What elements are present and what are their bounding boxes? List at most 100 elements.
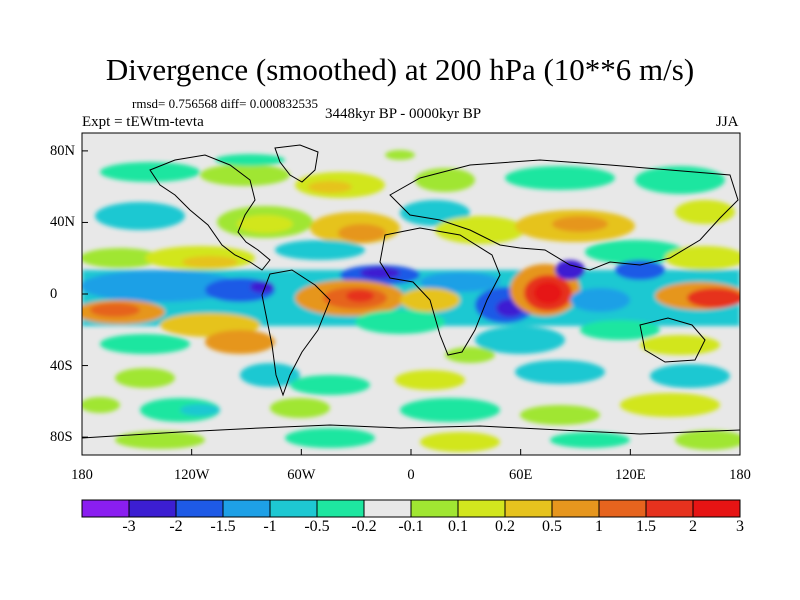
contour-blob xyxy=(355,310,445,334)
contour-blob xyxy=(555,260,585,280)
season-text: JJA xyxy=(716,114,739,130)
colorbar-swatch xyxy=(504,499,553,518)
contour-blob xyxy=(665,246,740,270)
colorbar-swatch xyxy=(363,499,412,518)
contour-blob xyxy=(115,431,205,449)
australia-coast xyxy=(639,317,706,363)
contour-blob xyxy=(82,248,160,268)
contour-blob xyxy=(420,272,500,292)
contour-blob xyxy=(100,334,190,354)
contour-blob xyxy=(346,290,374,302)
contour-blob xyxy=(250,281,274,293)
lon-tick-label: 120W xyxy=(173,467,210,483)
contour-blob xyxy=(180,404,220,416)
contour-blob xyxy=(687,288,740,308)
contour-blob xyxy=(100,162,200,182)
colorbar-label: -0.1 xyxy=(398,518,424,535)
contour-blob xyxy=(620,393,720,417)
colorbar-swatch xyxy=(598,499,647,518)
north-america-coast xyxy=(149,154,271,271)
colorbar-label: 2 xyxy=(689,518,697,535)
contour-blob xyxy=(182,256,238,268)
colorbar-swatch xyxy=(128,499,177,518)
contour-blob xyxy=(675,430,740,450)
lon-tick-label: 120E xyxy=(615,467,646,483)
lat-tick-label: 80N xyxy=(50,142,75,159)
antarctica-coast xyxy=(82,424,740,439)
colorbar-swatch xyxy=(551,499,600,518)
contour-blob xyxy=(635,166,725,194)
contour-blob xyxy=(205,330,275,354)
experiment-text: Expt = tEWtm-tevta xyxy=(82,114,204,130)
colorbar-label: 1 xyxy=(595,518,603,535)
colorbar-swatch xyxy=(175,499,224,518)
contour-blob xyxy=(338,224,386,242)
coastlines xyxy=(82,144,740,439)
colorbar-label: -1.5 xyxy=(210,518,236,535)
contour-blob xyxy=(285,428,375,448)
lat-tick-label: 40S xyxy=(50,357,73,374)
period-text: 3448kyr BP - 0000kyr BP xyxy=(325,106,482,122)
contour-blob xyxy=(200,164,290,186)
lon-tick-label: 60W xyxy=(287,467,316,483)
plot-title: Divergence (smoothed) at 200 hPa (10**6 … xyxy=(105,52,695,87)
colorbar-label: 1.5 xyxy=(636,518,656,535)
lon-tick-label: 0 xyxy=(407,467,415,483)
contour-blob xyxy=(615,260,665,280)
stats-text: rmsd= 0.756568 diff= 0.000832535 xyxy=(132,96,318,111)
contour-blob xyxy=(420,432,500,452)
contour-blob xyxy=(395,370,465,390)
contour-blob xyxy=(115,368,175,388)
colorbar-label: 0.5 xyxy=(542,518,562,535)
contour-blob xyxy=(237,215,293,233)
contour-blob xyxy=(90,303,140,317)
contour-blob xyxy=(82,270,240,302)
colorbar-swatch xyxy=(222,499,271,518)
lat-tick-label: 0 xyxy=(50,286,58,302)
colorbar-label: -0.2 xyxy=(351,518,377,535)
contour-blob xyxy=(435,216,525,244)
contour-blob xyxy=(400,398,500,422)
colorbar-swatch xyxy=(457,499,506,518)
africa-coast xyxy=(379,227,501,356)
contour-blob xyxy=(270,398,330,418)
contour-blob xyxy=(308,181,352,193)
colorbar-label: 0.1 xyxy=(448,518,468,535)
colorbar xyxy=(81,499,741,518)
contour-blob xyxy=(515,360,605,384)
colorbar-label: 0.2 xyxy=(495,518,515,535)
contour-blob xyxy=(415,168,475,192)
contour-blob xyxy=(275,240,365,260)
lon-tick-label: 180 xyxy=(71,467,93,483)
contour-blob xyxy=(360,267,400,279)
greenland-coast xyxy=(274,144,319,183)
contour-blob xyxy=(95,202,185,230)
contour-blob xyxy=(520,405,600,425)
contour-blob xyxy=(552,216,608,232)
colorbar-swatch xyxy=(269,499,318,518)
colorbar-label: -1 xyxy=(263,518,277,535)
contour-blob xyxy=(570,288,630,312)
contour-blob xyxy=(505,166,615,190)
contour-blob xyxy=(534,282,562,304)
contour-blob xyxy=(475,326,565,354)
lon-tick-label: 180 xyxy=(729,467,751,483)
lat-tick-label: 40N xyxy=(50,214,75,231)
colorbar-label: -3 xyxy=(122,518,136,535)
lon-tick-label: 60E xyxy=(508,467,533,483)
colorbar-swatch xyxy=(645,499,694,518)
contour-blob xyxy=(240,363,300,387)
south-america-coast xyxy=(261,269,331,397)
eurasia-coast xyxy=(389,159,739,271)
contour-blob xyxy=(445,347,495,363)
contour-blob xyxy=(215,154,285,166)
contour-blob xyxy=(650,364,730,388)
colorbar-label: -0.5 xyxy=(304,518,330,535)
colorbar-swatch xyxy=(410,499,459,518)
colorbar-swatch xyxy=(692,499,741,518)
colorbar-swatch xyxy=(81,499,130,518)
contour-blob xyxy=(585,240,685,264)
lat-tick-label: 80S xyxy=(50,429,73,446)
colorbar-label: 3 xyxy=(736,518,744,535)
